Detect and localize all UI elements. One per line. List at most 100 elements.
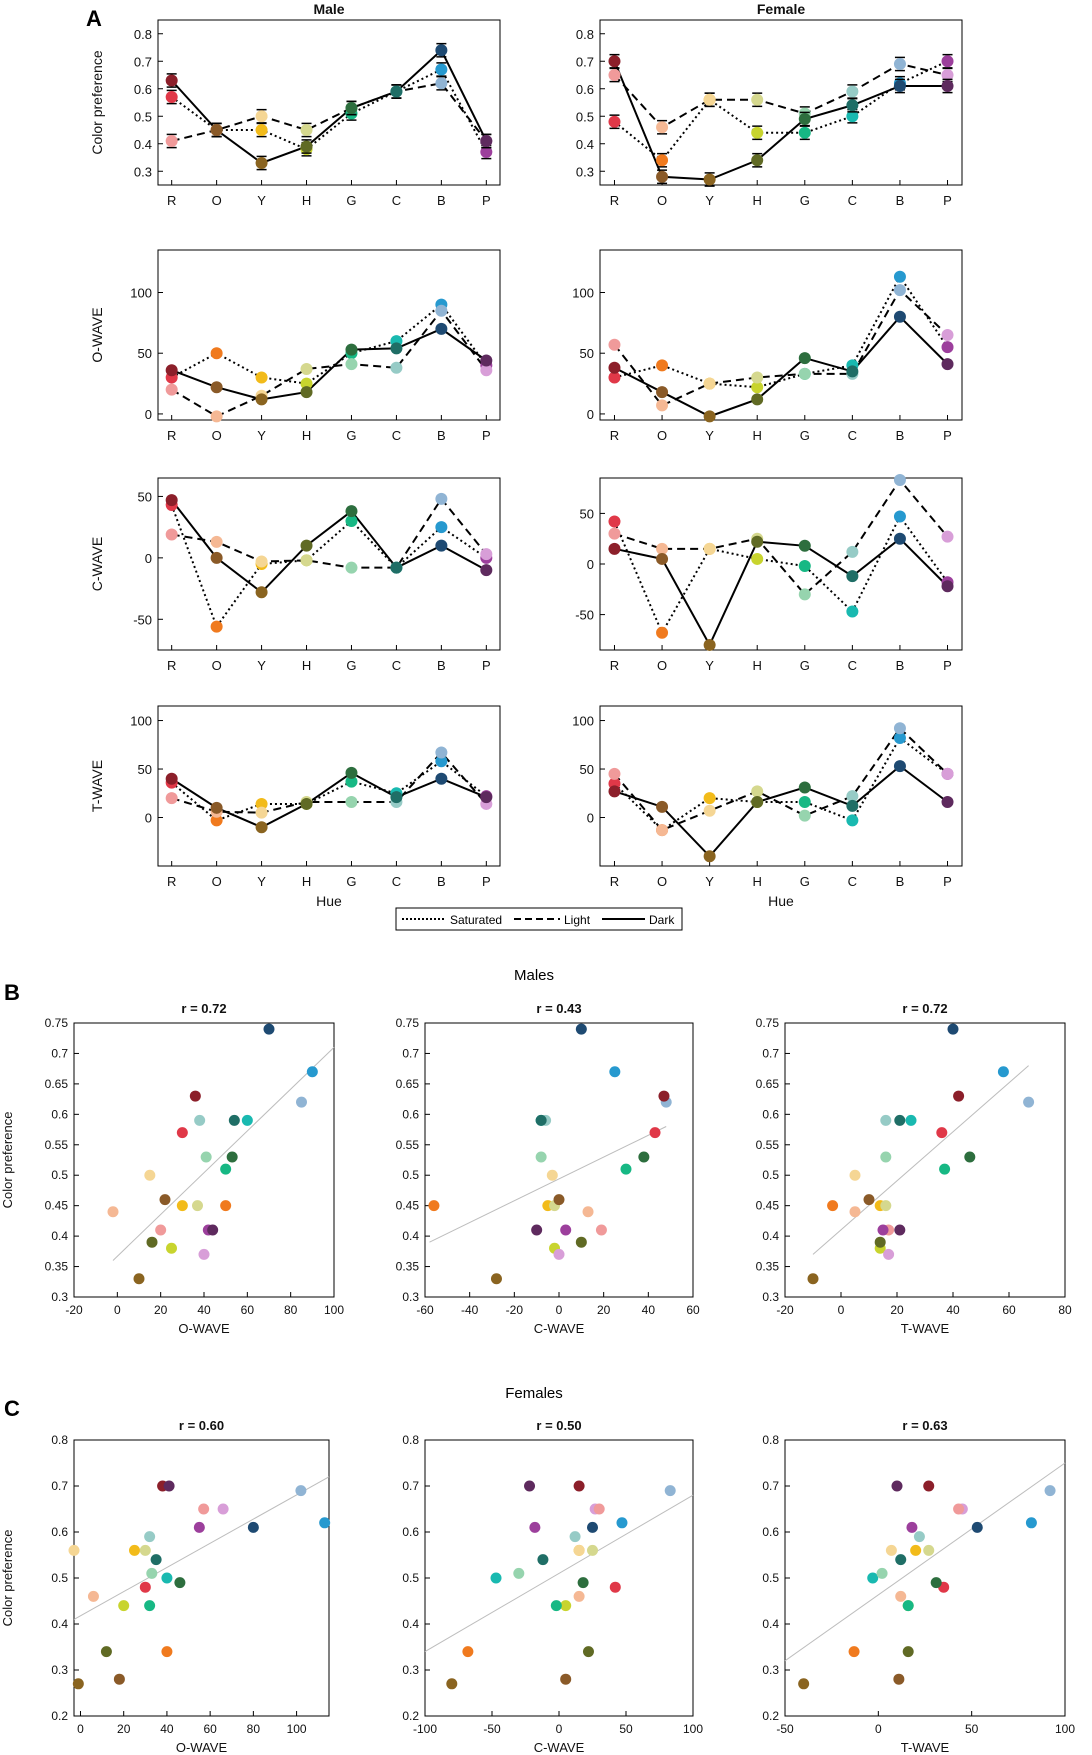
x-tick-label: B bbox=[896, 658, 905, 673]
scatter-point bbox=[609, 1066, 621, 1078]
x-tick-label: Y bbox=[705, 658, 714, 673]
scatter-point bbox=[535, 1151, 547, 1163]
data-point-C-light bbox=[390, 361, 403, 374]
scatter-point bbox=[807, 1273, 819, 1285]
data-point-R-dark bbox=[165, 364, 178, 377]
x-tick-label: H bbox=[302, 874, 311, 889]
x-tick-label: H bbox=[753, 874, 762, 889]
x-tick-label: G bbox=[800, 658, 810, 673]
scatter-point bbox=[553, 1248, 565, 1260]
x-tick-label: Y bbox=[257, 193, 266, 208]
data-point-O-light bbox=[656, 542, 669, 555]
x-tick-label: 20 bbox=[597, 1303, 611, 1317]
plot-frame bbox=[73, 1439, 330, 1717]
y-tick-label: 0.7 bbox=[402, 1046, 419, 1060]
y-tick-label: 0.8 bbox=[402, 1433, 419, 1447]
data-point-G-dark bbox=[345, 505, 358, 518]
y-tick-label: 0.6 bbox=[51, 1107, 68, 1121]
x-axis-label: O-WAVE bbox=[178, 1321, 230, 1336]
data-point-G-saturated bbox=[798, 560, 811, 573]
fit-line bbox=[429, 1126, 667, 1243]
data-point-G-dark bbox=[798, 539, 811, 552]
scatter-point bbox=[174, 1577, 186, 1589]
data-point-B-light bbox=[893, 58, 906, 70]
data-point-O-saturated bbox=[656, 626, 669, 639]
data-point-O-dark bbox=[210, 381, 223, 394]
y-tick-label: 0.65 bbox=[396, 1077, 420, 1091]
y-tick-label: 0.5 bbox=[402, 1168, 419, 1182]
scatter-point bbox=[616, 1517, 628, 1529]
scatter-point bbox=[560, 1224, 572, 1236]
data-point-B-dark bbox=[435, 322, 448, 335]
data-point-P-dark bbox=[480, 791, 493, 804]
x-tick-label: Y bbox=[257, 658, 266, 673]
y-tick-label: 0.5 bbox=[762, 1571, 779, 1585]
data-point-R-light bbox=[165, 792, 178, 805]
x-tick-label: 20 bbox=[154, 1303, 168, 1317]
scatter-point bbox=[849, 1206, 861, 1218]
fit-line bbox=[784, 1462, 1066, 1662]
y-tick-label: 0.6 bbox=[51, 1525, 68, 1539]
data-point-O-saturated bbox=[210, 620, 223, 633]
scatter-point bbox=[263, 1023, 275, 1035]
data-point-G-light bbox=[798, 367, 811, 380]
x-tick-label: 0 bbox=[556, 1722, 563, 1736]
data-point-B-dark bbox=[893, 310, 906, 323]
data-point-C-dark bbox=[846, 99, 859, 112]
scatter-point bbox=[529, 1521, 541, 1533]
scatter-point bbox=[490, 1273, 502, 1285]
x-tick-label: O bbox=[657, 874, 667, 889]
y-tick-label: 0 bbox=[145, 551, 152, 566]
scatter-point bbox=[827, 1200, 839, 1212]
scatter-point bbox=[1044, 1485, 1056, 1497]
chart-C-twave: r = 0.63 T-WAVE 0.2 0.3 0.4 0.5 0.6 0.7 0.8 -50 0 5… bbox=[762, 1418, 1075, 1755]
data-point-C-saturated bbox=[846, 605, 859, 618]
data-point-O-saturated bbox=[656, 359, 669, 372]
x-tick-label: Y bbox=[705, 193, 714, 208]
scatter-point bbox=[193, 1521, 205, 1533]
scatter-point bbox=[894, 1224, 906, 1236]
y-tick-label: 50 bbox=[138, 762, 152, 777]
x-tick-label: R bbox=[167, 193, 176, 208]
data-point-C-dark bbox=[846, 570, 859, 583]
data-point-G-dark bbox=[798, 781, 811, 794]
x-tick-label: B bbox=[437, 428, 446, 443]
data-point-R-dark bbox=[608, 542, 621, 555]
x-tick-label: 60 bbox=[203, 1722, 217, 1736]
y-tick-label: 100 bbox=[130, 714, 152, 729]
x-tick-label: H bbox=[753, 428, 762, 443]
y-tick-label: 0.7 bbox=[51, 1046, 68, 1060]
data-point-O-dark bbox=[210, 551, 223, 564]
data-point-Y-light bbox=[255, 110, 268, 123]
y-tick-label: 0.4 bbox=[51, 1229, 68, 1243]
y-tick-label: -50 bbox=[575, 608, 594, 623]
series-line-light bbox=[613, 726, 949, 832]
data-point-P-dark bbox=[480, 354, 493, 367]
data-point-Y-dark bbox=[255, 393, 268, 406]
series-line-dark bbox=[171, 771, 487, 829]
data-point-P-light bbox=[480, 548, 493, 561]
scatter-point bbox=[906, 1521, 918, 1533]
x-tick-label: 80 bbox=[1058, 1303, 1072, 1317]
data-point-O-light bbox=[210, 535, 223, 548]
scatter-point bbox=[241, 1114, 253, 1126]
y-tick-label: 0.6 bbox=[762, 1525, 779, 1539]
data-point-C-dark bbox=[390, 342, 403, 355]
data-point-B-saturated bbox=[435, 521, 448, 534]
data-point-R-saturated bbox=[165, 91, 178, 103]
data-point-R-light bbox=[165, 135, 178, 147]
scatter-point bbox=[894, 1114, 906, 1126]
scatter-point bbox=[848, 1646, 860, 1658]
y-axis-label: Color preference bbox=[0, 1112, 15, 1209]
series-line-light bbox=[171, 82, 488, 142]
data-point-G-light bbox=[345, 561, 358, 574]
y-tick-label: 0.5 bbox=[51, 1571, 68, 1585]
series-line-saturated bbox=[170, 504, 487, 629]
y-tick-label: 0 bbox=[145, 407, 152, 422]
scatter-point bbox=[638, 1151, 650, 1163]
data-point-H-saturated bbox=[751, 381, 764, 394]
series-line-light bbox=[171, 309, 488, 418]
y-tick-label: 0.8 bbox=[576, 27, 594, 42]
x-tick-label: -20 bbox=[776, 1303, 794, 1317]
series-line-light bbox=[613, 288, 949, 407]
